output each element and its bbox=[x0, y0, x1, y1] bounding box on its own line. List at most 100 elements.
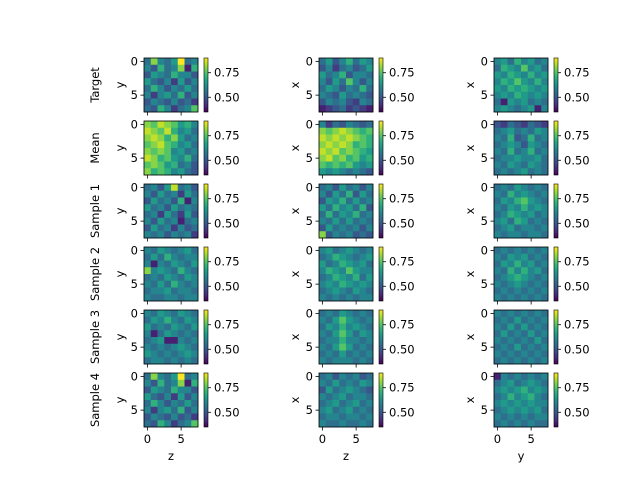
heatmap-cell bbox=[144, 231, 152, 239]
heatmap-cell bbox=[150, 190, 158, 198]
axes-frame bbox=[318, 246, 374, 302]
axes-frame bbox=[143, 246, 199, 302]
heatmap-cell bbox=[527, 141, 535, 149]
heatmap-cell bbox=[191, 287, 199, 295]
heatmap-cell bbox=[164, 373, 172, 381]
heatmap-cell bbox=[494, 406, 502, 414]
heatmap-cell bbox=[541, 78, 549, 86]
heatmap-cell bbox=[366, 98, 374, 106]
heatmap-cell bbox=[346, 78, 354, 86]
colorbar-tick-label: 0.50 bbox=[564, 90, 590, 104]
heatmap-cell bbox=[325, 343, 333, 351]
heatmap-cell bbox=[319, 154, 327, 162]
heatmap-cell bbox=[184, 253, 192, 261]
heatmap-cell bbox=[171, 316, 179, 324]
heatmap-cell bbox=[339, 330, 347, 338]
heatmap-cell bbox=[157, 211, 165, 219]
heatmap-cell bbox=[177, 197, 185, 205]
x-tick-label: 5 bbox=[177, 432, 184, 446]
heatmap-cell bbox=[164, 357, 172, 365]
heatmap-cell bbox=[514, 71, 522, 79]
heatmap-cell bbox=[157, 350, 165, 358]
heatmap-cell bbox=[339, 350, 347, 358]
y-axis-label: x bbox=[288, 144, 302, 151]
heatmap-cell bbox=[541, 343, 549, 351]
heatmap-cell bbox=[177, 280, 185, 288]
heatmap-cell bbox=[325, 330, 333, 338]
colorbar-tick-label: 0.75 bbox=[564, 129, 590, 143]
heatmap-cell bbox=[514, 274, 522, 282]
heatmap-cell bbox=[184, 98, 192, 106]
heatmap-cell bbox=[184, 386, 192, 394]
heatmap-cell bbox=[164, 224, 172, 232]
heatmap-cell bbox=[514, 316, 522, 324]
heatmap-cell bbox=[494, 78, 502, 86]
heatmap-cell bbox=[527, 224, 535, 232]
axes-frame bbox=[143, 57, 199, 113]
heatmap-cell bbox=[494, 253, 502, 261]
heatmap-cell bbox=[157, 323, 165, 331]
heatmap-cell bbox=[507, 330, 515, 338]
heatmap-cell bbox=[177, 406, 185, 414]
heatmap-cell bbox=[521, 343, 529, 351]
colorbar-tick-label: 0.75 bbox=[389, 255, 415, 269]
heatmap-cell bbox=[157, 413, 165, 421]
heatmap-cell bbox=[332, 121, 340, 129]
heatmap-panel: 0 5x 0.75 0.50 bbox=[288, 306, 415, 368]
heatmap-cell bbox=[534, 280, 542, 288]
heatmap-cell bbox=[332, 168, 340, 176]
heatmap-cell bbox=[534, 71, 542, 79]
heatmap-cell bbox=[144, 168, 152, 176]
heatmap-cell bbox=[514, 280, 522, 288]
heatmap-cell bbox=[319, 253, 327, 261]
heatmap-cell bbox=[359, 161, 367, 169]
heatmap-cell bbox=[494, 121, 502, 129]
heatmap-cell bbox=[352, 64, 360, 72]
heatmap-cell bbox=[164, 337, 172, 345]
heatmap-cell bbox=[184, 260, 192, 268]
heatmap-cell bbox=[157, 71, 165, 79]
heatmap-cell bbox=[177, 184, 185, 192]
heatmap-cell bbox=[352, 98, 360, 106]
heatmap-cell bbox=[500, 211, 508, 219]
heatmap-cell bbox=[150, 393, 158, 401]
heatmap-cell bbox=[507, 134, 515, 142]
heatmap-cell bbox=[171, 58, 179, 66]
heatmap-cell bbox=[352, 184, 360, 192]
heatmap-cell bbox=[507, 224, 515, 232]
y-axis-label: y bbox=[113, 144, 127, 151]
heatmap-cell bbox=[527, 71, 535, 79]
y-tick-label: 5 bbox=[481, 340, 488, 354]
heatmap-cell bbox=[366, 190, 374, 198]
heatmap-cell bbox=[534, 105, 542, 113]
heatmap-cell bbox=[521, 64, 529, 72]
heatmap-cell bbox=[150, 134, 158, 142]
heatmap-cell bbox=[359, 357, 367, 365]
heatmap-cell bbox=[507, 406, 515, 414]
heatmap-cell bbox=[144, 323, 152, 331]
heatmap-cell bbox=[346, 393, 354, 401]
heatmap-cell bbox=[359, 71, 367, 79]
heatmap-cell bbox=[325, 413, 333, 421]
heatmap-cell bbox=[157, 217, 165, 225]
heatmap-cell bbox=[521, 121, 529, 129]
heatmap-cell bbox=[514, 91, 522, 99]
heatmap-cell bbox=[144, 105, 152, 113]
heatmap-cell bbox=[500, 323, 508, 331]
heatmap-cell bbox=[359, 413, 367, 421]
heatmap-cell bbox=[339, 78, 347, 86]
heatmap-cell bbox=[359, 247, 367, 255]
heatmap-cell bbox=[171, 71, 179, 79]
heatmap-cell bbox=[177, 310, 185, 318]
heatmap-cell bbox=[184, 121, 192, 129]
heatmap-cell bbox=[500, 161, 508, 169]
heatmap-cell bbox=[352, 287, 360, 295]
heatmap-cell bbox=[157, 337, 165, 345]
heatmap-cell bbox=[366, 58, 374, 66]
heatmap-cell bbox=[164, 350, 172, 358]
heatmap-cell bbox=[332, 253, 340, 261]
heatmap-cell bbox=[507, 247, 515, 255]
heatmap-cell bbox=[191, 267, 199, 275]
